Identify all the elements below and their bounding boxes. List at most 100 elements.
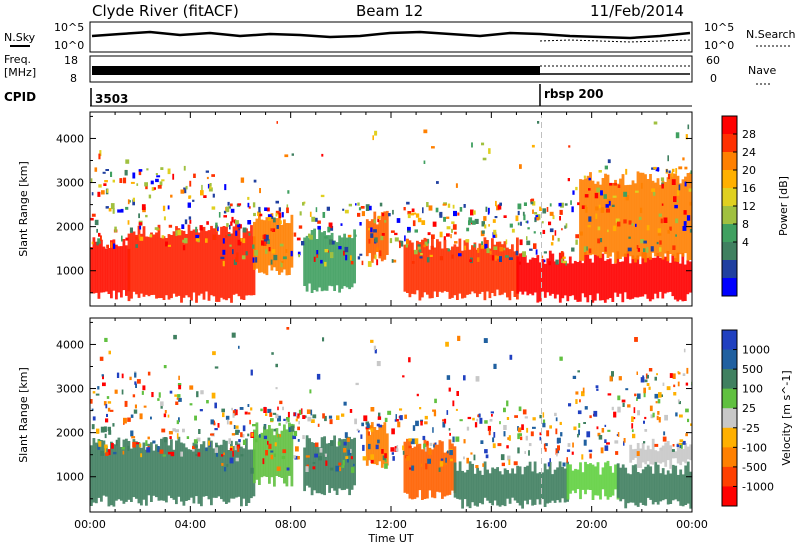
- power-band-col: [278, 212, 281, 275]
- velocity-band-col: [212, 448, 216, 498]
- power-band-col: [641, 252, 645, 297]
- velocity-band-col: [283, 424, 286, 484]
- velocity-echo: [514, 415, 518, 418]
- power-band-col: [227, 232, 231, 299]
- velocity-echo: [406, 455, 410, 461]
- power-echo: [476, 257, 480, 262]
- power-echo: [657, 167, 659, 172]
- power-band-col: [526, 262, 530, 296]
- power-echo: [357, 202, 360, 206]
- velocity-band-col: [646, 445, 650, 462]
- power-band-col: [147, 236, 151, 297]
- power-echo: [659, 240, 662, 245]
- velocity-echo: [627, 404, 631, 408]
- velocity-echo: [432, 409, 436, 412]
- power-colorbar-swatch: [722, 170, 737, 189]
- power-echo: [287, 190, 290, 194]
- velocity-echo: [391, 428, 395, 435]
- velocity-band-col: [476, 467, 479, 507]
- velocity-echo: [517, 427, 522, 433]
- power-echo: [276, 121, 278, 124]
- velocity-band-col: [684, 465, 688, 505]
- power-echo: [365, 205, 370, 211]
- power-band-col: [688, 261, 692, 293]
- velocity-colorbar-tick-label: -1000: [742, 480, 774, 493]
- power-echo: [663, 217, 668, 223]
- velocity-echo: [213, 420, 215, 425]
- power-echo: [148, 194, 152, 199]
- velocity-echo: [288, 427, 291, 432]
- velocity-echo: [240, 454, 244, 457]
- power-echo: [564, 225, 567, 229]
- velocity-band-col: [496, 467, 499, 506]
- power-band-col: [548, 250, 552, 296]
- power-echo: [612, 195, 617, 198]
- velocity-band-col: [654, 461, 658, 503]
- power-echo: [628, 220, 632, 225]
- power-echo: [389, 238, 393, 244]
- power-echo: [145, 214, 148, 218]
- velocity-echo: [490, 411, 494, 414]
- velocity-echo: [448, 428, 451, 431]
- power-echo: [492, 232, 497, 238]
- velocity-echo: [115, 439, 118, 446]
- velocity-echo: [344, 432, 348, 438]
- velocity-echo: [528, 450, 530, 456]
- power-band-col: [501, 244, 504, 295]
- velocity-echo: [161, 428, 166, 433]
- power-echo: [94, 167, 98, 172]
- power-echo: [129, 227, 133, 233]
- power-echo: [136, 183, 139, 186]
- power-band-1: [127, 224, 256, 303]
- power-echo: [233, 259, 237, 265]
- power-band-col: [280, 224, 284, 273]
- power-echo: [640, 239, 644, 244]
- velocity-band-col: [436, 444, 439, 492]
- power-echo: [452, 224, 457, 230]
- power-band-col: [641, 172, 645, 259]
- power-echo: [608, 200, 611, 206]
- velocity-band-col: [614, 464, 617, 490]
- power-echo: [575, 186, 578, 191]
- velocity-echo: [542, 422, 546, 428]
- power-echo: [240, 177, 245, 183]
- velocity-echo: [499, 421, 501, 425]
- power-echo: [581, 205, 585, 209]
- velocity-echo: [581, 391, 585, 397]
- velocity-echo: [270, 418, 274, 422]
- velocity-band-col: [147, 443, 151, 496]
- power-band-col: [676, 252, 680, 302]
- power-echo: [344, 209, 349, 214]
- velocity-echo: [445, 341, 449, 347]
- power-echo: [275, 212, 278, 217]
- power-echo: [392, 259, 397, 263]
- velocity-echo: [325, 460, 328, 466]
- power-echo: [141, 204, 146, 210]
- velocity-band-col: [275, 428, 279, 476]
- power-echo: [637, 248, 640, 252]
- power-echo: [661, 183, 664, 189]
- velocity-band-col: [125, 438, 128, 502]
- velocity-echo: [593, 410, 598, 417]
- velocity-band-col: [679, 445, 683, 466]
- velocity-echo: [559, 421, 562, 425]
- power-echo: [399, 242, 401, 249]
- power-band-col: [651, 257, 655, 300]
- velocity-band-col: [127, 441, 131, 500]
- velocity-echo: [150, 416, 152, 420]
- velocity-echo: [211, 392, 216, 399]
- velocity-echo: [631, 429, 634, 433]
- velocity-data-area: [90, 327, 692, 509]
- velocity-band-col: [278, 434, 281, 477]
- velocity-echo: [572, 442, 574, 448]
- velocity-colorbar-tick-label: -500: [742, 461, 767, 474]
- power-echo: [167, 168, 171, 175]
- velocity-echo: [342, 459, 345, 466]
- power-echo: [248, 233, 251, 236]
- power-band-col: [516, 256, 520, 294]
- power-band-col: [461, 250, 464, 299]
- power-echo: [237, 223, 241, 228]
- velocity-echo: [662, 382, 665, 386]
